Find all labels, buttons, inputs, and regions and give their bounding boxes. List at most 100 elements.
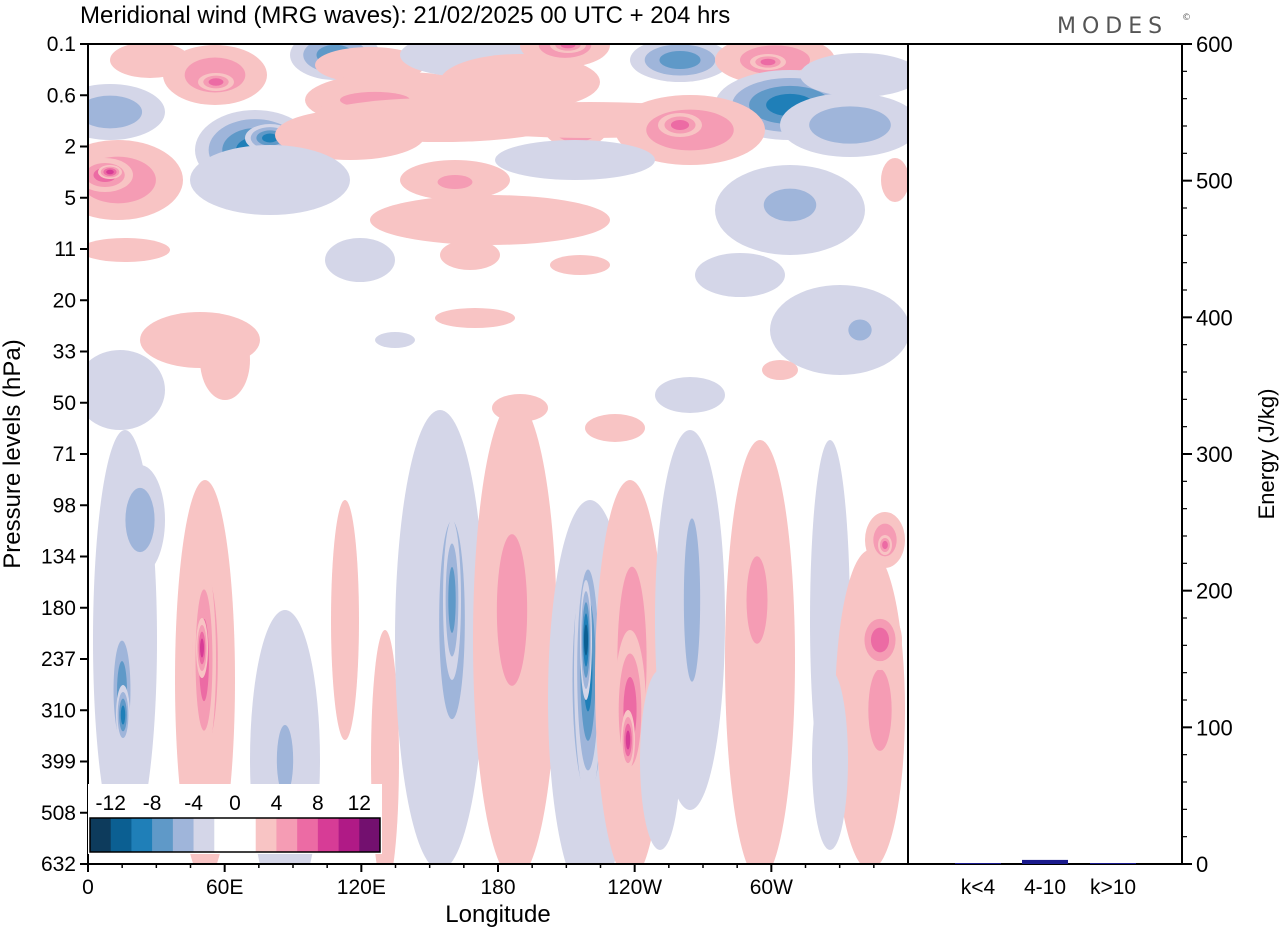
positive-anomaly-level	[882, 540, 888, 550]
energy-bar	[955, 863, 1001, 864]
positive-anomaly-level	[208, 78, 224, 86]
energy-axis-label: Energy (J/kg)	[1254, 389, 1279, 520]
positive-anomaly-level	[200, 638, 204, 658]
colorbar-swatch	[317, 818, 339, 852]
negative-anomaly	[745, 177, 835, 233]
negative-anomaly-level	[120, 705, 126, 725]
negative-anomaly-level	[763, 188, 817, 222]
positive-anomaly	[858, 610, 902, 670]
energy-axis: 0 100 200 300 400 500 600	[1182, 32, 1233, 877]
energy-panel: 0 100 200 300 400 500 600 k<4 4-10 k>10	[907, 32, 1233, 899]
y-tick-label: 20	[53, 289, 76, 312]
negative-anomaly-level	[683, 518, 701, 682]
positive-anomaly	[762, 360, 798, 380]
x-tick-label: 0	[82, 876, 94, 899]
positive-anomaly	[621, 710, 635, 770]
energy-bar	[1022, 859, 1068, 864]
energy-category-label: k>10	[1090, 876, 1136, 899]
energy-bar	[1090, 863, 1136, 864]
negative-anomaly	[88, 84, 165, 140]
colorbar-swatch	[297, 818, 319, 852]
positive-anomaly-level	[760, 58, 776, 66]
positive-anomaly-level	[746, 556, 768, 644]
y-tick-label: 2	[64, 136, 76, 159]
positive-anomaly-level	[762, 360, 798, 380]
positive-anomaly	[331, 500, 359, 740]
negative-anomaly-level	[659, 50, 701, 70]
positive-anomaly	[440, 240, 500, 270]
positive-anomaly	[196, 618, 208, 678]
colorbar-swatch	[193, 818, 215, 852]
negative-anomaly-level	[276, 725, 294, 795]
x-tick-label: 120E	[337, 876, 386, 899]
colorbar-label: 4	[271, 792, 283, 815]
negative-anomaly	[800, 53, 908, 97]
y-tick-label: 632	[41, 853, 76, 876]
x-axis-label: Longitude	[445, 901, 550, 928]
negative-anomaly	[190, 145, 350, 215]
positive-anomaly-level	[88, 238, 170, 262]
negative-anomaly	[495, 140, 655, 180]
negative-anomaly-level	[770, 285, 908, 375]
negative-anomaly-level	[88, 350, 165, 430]
negative-anomaly	[375, 332, 415, 348]
energy-tick-label: 500	[1196, 169, 1233, 194]
positive-anomaly-level	[370, 195, 610, 245]
negative-anomaly-level	[800, 53, 908, 97]
y-axis-label: Pressure levels (hPa)	[0, 339, 26, 568]
positive-anomaly	[486, 480, 538, 740]
energy-frame	[907, 43, 1183, 865]
x-tick-label: 120W	[607, 876, 662, 899]
energy-categories: k<4 4-10 k>10	[961, 876, 1136, 899]
colorbar-label: 8	[312, 792, 324, 815]
colorbar-swatch	[359, 818, 381, 852]
energy-tick-label: 100	[1196, 715, 1233, 740]
positive-anomaly	[860, 640, 900, 780]
negative-anomaly-level	[640, 670, 680, 850]
positive-anomaly-level	[440, 54, 600, 110]
colorbar-label: -4	[184, 792, 203, 815]
colorbar-swatch	[90, 818, 112, 852]
negative-anomaly-level	[448, 567, 456, 633]
negative-anomaly	[812, 670, 848, 850]
colorbar-swatch	[131, 818, 153, 852]
energy-category-label: 4-10	[1024, 876, 1066, 899]
negative-anomaly	[840, 312, 880, 348]
colorbar-swatch	[235, 818, 257, 852]
chart-title: Meridional wind (MRG waves): 21/02/2025 …	[80, 2, 730, 29]
positive-anomaly	[425, 170, 485, 194]
colorbar-swatch	[214, 818, 236, 852]
positive-anomaly-level	[881, 158, 908, 202]
negative-anomaly	[655, 377, 725, 413]
x-tick-label: 60E	[206, 876, 243, 899]
positive-anomaly	[88, 238, 170, 262]
positive-anomaly-level	[440, 240, 500, 270]
energy-category-label: k<4	[961, 876, 996, 899]
negative-anomaly-level	[812, 670, 848, 850]
colorbar-swatch	[172, 818, 194, 852]
negative-anomaly	[116, 685, 130, 745]
positive-anomaly	[440, 54, 600, 110]
colorbar-frame	[89, 817, 381, 853]
y-tick-label: 0.1	[47, 33, 76, 56]
negative-anomaly	[325, 238, 395, 282]
positive-anomaly	[878, 535, 892, 555]
positive-anomaly	[658, 113, 702, 137]
positive-anomaly-level	[435, 308, 515, 328]
heatmap-panel	[87, 43, 909, 865]
negative-anomaly-level	[375, 332, 415, 348]
y-tick-label: 134	[41, 546, 76, 569]
colorbar-label: 0	[229, 792, 241, 815]
negative-anomaly-level	[495, 140, 655, 180]
negative-anomaly	[780, 93, 908, 157]
positive-anomaly-level	[625, 730, 631, 750]
colorbar-swatch	[110, 818, 132, 852]
y-tick-label: 0.6	[47, 84, 76, 107]
y-tick-label: 71	[53, 443, 76, 466]
negative-anomaly	[630, 44, 730, 82]
y-tick-label: 5	[64, 187, 76, 210]
positive-anomaly-level	[200, 320, 250, 400]
negative-anomaly	[88, 350, 165, 430]
negative-anomaly-level	[584, 624, 588, 656]
